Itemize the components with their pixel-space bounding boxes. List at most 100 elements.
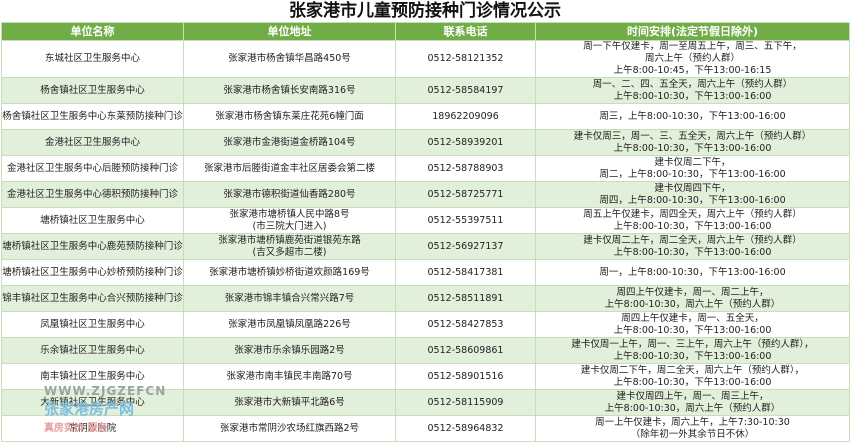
phone: 0512-58584197 xyxy=(395,77,536,104)
schedule-line: 上午8:00-10:30，下午13:00-16:00 xyxy=(613,142,772,154)
schedule-line: 建卡仅周三，周一、三、五全天，周六上午（预约人群） xyxy=(573,130,812,142)
address-line: 张家港市德积街道仙香路280号 xyxy=(223,188,356,200)
unit-name: 金港社区卫生服务中心德积预防接种门诊 xyxy=(1,181,184,208)
schedule: 建卡仅周一上午，周一、三上午，周六上午（预约人群）， 上午8:00-10:30，下… xyxy=(535,337,850,364)
unit-name: 塘桥镇社区卫生服务中心 xyxy=(1,207,184,234)
address-line: 张家港市锦丰镇合兴常兴路7号 xyxy=(224,292,355,304)
schedule-line: 上午8:00-10:30，下午13:00-16:00 xyxy=(613,324,772,336)
schedule-line: 建卡仅周二上午，周二全天，周六上午（预约人群） xyxy=(583,234,802,246)
unit-address: 张家港市杨舍镇长安南路316号 xyxy=(183,77,396,104)
unit-name: 锦丰镇社区卫生服务中心合兴预防接种门诊 xyxy=(1,285,184,312)
unit-address: 张家港市常阴沙农场红旗西路2号 xyxy=(183,415,396,442)
schedule: 周一上午仅建卡，周六上午，上午7:30-10:30 （除年初一外其余节日不休） xyxy=(535,415,850,442)
schedule-line: 建卡仅周四上午，周一、周三上午， xyxy=(616,390,769,402)
unit-name: 乐余镇社区卫生服务中心 xyxy=(1,337,184,364)
unit-address: 张家港市塘桥镇鹿苑街道银苑东路 (吉又多超市二楼) xyxy=(183,233,396,260)
phone: 0512-55397511 xyxy=(395,207,536,234)
address-line: 张家港市杨舍镇华昌路450号 xyxy=(228,53,351,64)
watermark-text: WWW.ZJGZEFCN xyxy=(44,384,167,398)
address-line: 张家港市杨舍镇东莱庄花苑6幢门面 xyxy=(215,110,364,122)
unit-address: 张家港市大新镇平北路6号 xyxy=(183,389,396,416)
schedule-line: 建卡仅周二下午， xyxy=(654,156,731,168)
address-line: 张家港市南丰镇民丰南路70号 xyxy=(226,370,353,382)
table-row: 塘桥镇社区卫生服务中心 张家港市塘桥镇人民中路8号 (市三院大门进入) 0512-55… xyxy=(1,207,850,234)
schedule: 建卡仅周二上午，周二全天，周六上午（预约人群） 上午8:00-10:30，下午13… xyxy=(535,233,850,260)
column-header: 单位地址 xyxy=(183,22,396,41)
schedule: 周一、二、四、五全天，周六上午（预约人群） 上午8:00-10:30，下午13:0… xyxy=(535,77,850,104)
address-line: 张家港市塘桥镇人民中路8号 xyxy=(229,208,350,220)
unit-address: 张家港市乐余镇乐园路2号 xyxy=(183,337,396,364)
schedule-line: 周四，上午8:00-10:30，下午13:00-16:00 xyxy=(599,194,786,206)
watermark-text: 张家港房产网 xyxy=(44,400,135,418)
unit-address: 张家港市杨舍镇华昌路450号 xyxy=(183,40,396,78)
schedule-line: 上午8:00-10:30，下午13:00-16:00 xyxy=(613,376,772,388)
unit-name: 杨舍镇社区卫生服务中心东莱预防接种门诊 xyxy=(1,103,184,130)
phone: 0512-58121352 xyxy=(395,40,536,78)
schedule-line: 周一下午仅建卡，周一至周五上午，周三、五下午， xyxy=(583,41,802,53)
schedule: 周四上午仅建卡，周一、五全天， 上午8:00-10:30，下午13:00-16:0… xyxy=(535,311,850,338)
schedule-line: 上午8:00-10:30，下午13:00-16:00 xyxy=(613,90,772,102)
table-body: 东城社区卫生服务中心 张家港市杨舍镇华昌路450号 0512-58121352 周一下… xyxy=(1,40,850,442)
phone: 0512-58901516 xyxy=(395,363,536,390)
schedule-line: 上午8:00-10:30，周六上午（预约人群） xyxy=(604,402,781,414)
page-title: 张家港市儿童预防接种门诊情况公示 xyxy=(289,1,561,21)
watermark: WWW.ZJGZEFCN 张家港房产网 真房实价 服务 xyxy=(44,384,166,434)
phone: 0512-58511891 xyxy=(395,285,536,312)
table-row: 塘桥镇社区卫生服务中心鹿苑预防接种门诊 张家港市塘桥镇鹿苑街道银苑东路 (吉又多超市… xyxy=(1,233,850,260)
address-line: 张家港市塘桥镇妙桥街道欢颜路169号 xyxy=(209,266,370,278)
table-row: 金港社区卫生服务中心 张家港市金港街道金桥路104号 0512-58939201 建卡… xyxy=(1,129,850,156)
schedule-line: 周一，上午8:00-10:30，下午13:00-16:00 xyxy=(599,266,786,278)
schedule: 周一，上午8:00-10:30，下午13:00-16:00 xyxy=(535,259,850,286)
table-row: 金港社区卫生服务中心后塍预防接种门诊 张家港市后塍街道金丰社区居委会第二楼 0512… xyxy=(1,155,850,182)
address-line: 张家港市后塍街道金丰社区居委会第二楼 xyxy=(203,162,375,174)
unit-address: 张家港市锦丰镇合兴常兴路7号 xyxy=(183,285,396,312)
schedule-line: 周一上午仅建卡，周六上午，上午7:30-10:30 xyxy=(595,416,790,428)
table-row: 凤凰镇社区卫生服务中心 张家港市凤凰镇凤凰路226号 0512-58427853 周四… xyxy=(1,311,850,338)
unit-name: 凤凰镇社区卫生服务中心 xyxy=(1,311,184,338)
schedule-line: 周二，上午8:00-10:30，下午13:00-16:00 xyxy=(599,168,786,180)
unit-address: 张家港市凤凰镇凤凰路226号 xyxy=(183,311,396,338)
column-header: 联系电话 xyxy=(395,22,536,41)
schedule-line: 上午8:00-10:30，下午13:00-16:00 xyxy=(613,246,772,258)
address-line: 张家港市杨舍镇长安南路316号 xyxy=(223,84,356,96)
phone: 0512-58609861 xyxy=(395,337,536,364)
phone: 0512-58115909 xyxy=(395,389,536,416)
schedule-line: 周四上午仅建卡，周一、五全天， xyxy=(621,312,764,324)
address-line: (吉又多超市二楼) xyxy=(252,246,327,258)
table-row: 杨舍镇社区卫生服务中心 张家港市杨舍镇长安南路316号 0512-58584197 周… xyxy=(1,77,850,104)
unit-address: 张家港市南丰镇民丰南路70号 xyxy=(183,363,396,390)
schedule-line: 上午8:00-10:30，下午13:00-16:00 xyxy=(613,350,772,362)
phone: 18962209096 xyxy=(395,103,536,130)
phone: 0512-58964832 xyxy=(395,415,536,442)
table-row: 塘桥镇社区卫生服务中心妙桥预防接种门诊 张家港市塘桥镇妙桥街道欢颜路169号 051… xyxy=(1,259,850,286)
schedule: 建卡仅周三，周一、三、五全天，周六上午（预约人群） 上午8:00-10:30，下午… xyxy=(535,129,850,156)
table-row: 乐余镇社区卫生服务中心 张家港市乐余镇乐园路2号 0512-58609861 建卡仅周… xyxy=(1,337,850,364)
address-line: 张家港市乐余镇乐园路2号 xyxy=(234,344,345,356)
schedule-line: 建卡仅周二下午，周二全天，周六上午（预约人群）， xyxy=(580,364,805,376)
schedule: 建卡仅周二下午， 周二，上午8:00-10:30，下午13:00-16:00 xyxy=(535,155,850,182)
schedule-line: 周三，上午8:00-10:30，下午13:00-16:00 xyxy=(599,110,786,122)
address-line: 张家港市凤凰镇凤凰路226号 xyxy=(228,318,351,330)
schedule-line: 建卡仅周一上午，周一、三上午，周六上午（预约人群）， xyxy=(571,338,814,350)
column-header: 单位名称 xyxy=(1,22,184,41)
table-row: 金港社区卫生服务中心德积预防接种门诊 张家港市德积街道仙香路280号 0512-58… xyxy=(1,181,850,208)
schedule: 周一下午仅建卡，周一至周五上午，周三、五下午， 周六上午（预约人群） 上午8:00-… xyxy=(535,40,850,78)
table-row: 杨舍镇社区卫生服务中心东莱预防接种门诊 张家港市杨舍镇东莱庄花苑6幢门面 18962… xyxy=(1,103,850,130)
schedule-table: 单位名称 单位地址 联系电话 时间安排(法定节假日除外) 东城社区卫生服务中心张家港市… xyxy=(1,22,850,442)
address-line: 张家港市塘桥镇鹿苑街道银苑东路 xyxy=(218,234,361,246)
schedule-line: 周四上午仅建卡，周一、周二上午， xyxy=(616,286,769,298)
phone: 0512-56927137 xyxy=(395,233,536,260)
address-line: 张家港市常阴沙农场红旗西路2号 xyxy=(219,422,360,434)
unit-address: 张家港市金港街道金桥路104号 xyxy=(183,129,396,156)
unit-name: 金港社区卫生服务中心后塍预防接种门诊 xyxy=(1,155,184,182)
unit-name: 塘桥镇社区卫生服务中心鹿苑预防接种门诊 xyxy=(1,233,184,260)
schedule-line: 建卡仅周四下午， xyxy=(654,182,731,194)
schedule: 建卡仅周四下午， 周四，上午8:00-10:30，下午13:00-16:00 xyxy=(535,181,850,208)
phone: 0512-58939201 xyxy=(395,129,536,156)
schedule-line: 上午8:00-10:45，下午13:00-16:15 xyxy=(613,65,772,76)
column-header: 时间安排(法定节假日除外) xyxy=(535,22,850,41)
phone: 0512-58788903 xyxy=(395,155,536,182)
unit-name: 东城社区卫生服务中心 xyxy=(1,40,184,78)
table-row: 常阴沙医院 张家港市常阴沙农场红旗西路2号 0512-58964832 周一上午仅建卡… xyxy=(1,415,850,442)
unit-address: 张家港市杨舍镇东莱庄花苑6幢门面 xyxy=(183,103,396,130)
